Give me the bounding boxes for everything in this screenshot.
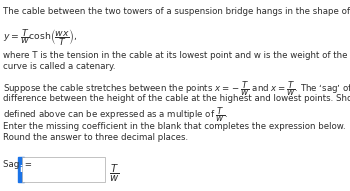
Text: $\dfrac{T}{w}$: $\dfrac{T}{w}$ — [109, 163, 119, 184]
Text: Suppose the cable stretches between the points $x = -\dfrac{T}{w}$ and $x = \dfr: Suppose the cable stretches between the … — [3, 79, 350, 98]
FancyBboxPatch shape — [18, 158, 23, 182]
Text: difference between the height of the cable at the highest and lowest points. Sho: difference between the height of the cab… — [3, 94, 350, 103]
Text: defined above can be expressed as a multiple of $\dfrac{T}{w}$.: defined above can be expressed as a mult… — [3, 105, 228, 124]
Text: i: i — [19, 165, 22, 174]
Text: The cable between the two towers of a suspension bridge hangs in the shape of th: The cable between the two towers of a su… — [3, 7, 350, 16]
Text: Round the answer to three decimal places.: Round the answer to three decimal places… — [3, 133, 188, 142]
Text: curve is called a catenary.: curve is called a catenary. — [3, 62, 116, 71]
FancyBboxPatch shape — [22, 158, 105, 182]
Text: $y = \dfrac{T}{w}\cosh\!\left(\dfrac{wx}{T}\right),$: $y = \dfrac{T}{w}\cosh\!\left(\dfrac{wx}… — [3, 27, 78, 48]
Text: Enter the missing coefficient in the blank that completes the expression below.: Enter the missing coefficient in the bla… — [3, 122, 345, 131]
Text: where T is the tension in the cable at its lowest point and w is the weight of t: where T is the tension in the cable at i… — [3, 51, 350, 60]
Text: Sag  =: Sag = — [3, 160, 32, 169]
